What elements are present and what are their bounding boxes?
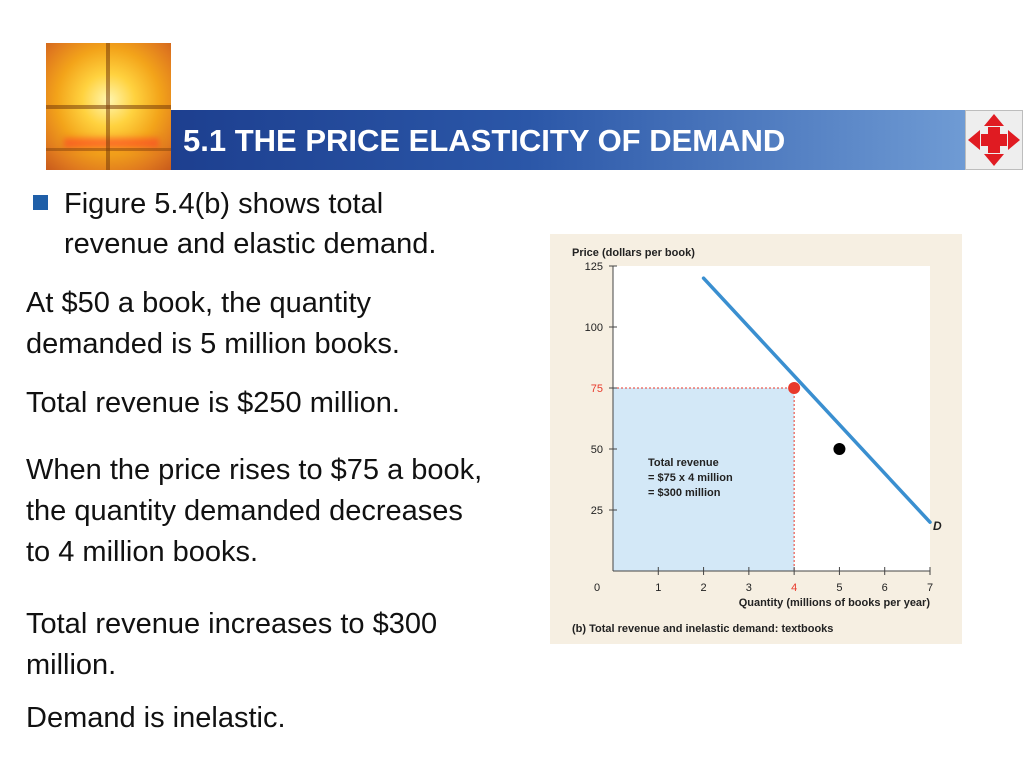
demand-curve — [701, 276, 932, 524]
annotation-line: Total revenue — [648, 457, 719, 469]
x-tick-label: 7 — [927, 582, 933, 594]
x-tick-label: 3 — [746, 582, 752, 594]
x-tick-label: 4 — [791, 582, 797, 594]
paragraph-2: Total revenue is $250 million. — [26, 387, 400, 419]
x-tick-label: 5 — [836, 582, 842, 594]
logo-cross-horizontal — [46, 105, 171, 109]
logo — [46, 43, 171, 170]
y-tick-label: 25 — [591, 505, 603, 517]
demand-chart: 25 50 75 100 125 1 2 3 4 5 6 7 0 Price (dollars per b… — [572, 247, 942, 635]
bullet-square-icon — [33, 195, 48, 210]
paragraph-1: At $50 a book, the quantity demanded is … — [26, 287, 400, 360]
y-tick-label: 125 — [585, 261, 603, 273]
data-point — [833, 443, 846, 455]
y-tick-label: 100 — [585, 322, 603, 334]
data-point — [788, 382, 801, 394]
chart-caption: (b) Total revenue and inelastic demand: … — [572, 623, 833, 635]
annotation-line: = $75 x 4 million — [648, 472, 733, 484]
title-bar: 5.1 THE PRICE ELASTICITY OF DEMAND — [171, 110, 965, 170]
origin-label: 0 — [594, 582, 600, 594]
chart-panel: 25 50 75 100 125 1 2 3 4 5 6 7 0 Price (dollars per b… — [550, 234, 962, 644]
y-tick-label: 75 — [591, 383, 603, 395]
y-axis-label: Price (dollars per book) — [572, 247, 695, 259]
x-axis-label: Quantity (millions of books per year) — [739, 597, 931, 609]
x-tick-label: 2 — [701, 582, 707, 594]
four-arrows-navigation-icon[interactable] — [965, 110, 1023, 170]
page-title: 5.1 THE PRICE ELASTICITY OF DEMAND — [183, 123, 786, 158]
total-revenue-area — [613, 388, 795, 571]
x-tick-label: 6 — [882, 582, 888, 594]
demand-curve-label: D — [933, 519, 942, 533]
paragraph-4: Total revenue increases to $300 million. — [26, 608, 438, 681]
bullet-text: Figure 5.4(b) shows total revenue and el… — [64, 188, 437, 260]
y-tick-label: 50 — [591, 444, 603, 456]
annotation-line: = $300 million — [648, 487, 721, 499]
logo-glow — [64, 138, 159, 148]
paragraph-3: When the price rises to $75 a book, the … — [26, 454, 483, 568]
paragraph-5: Demand is inelastic. — [26, 702, 286, 734]
logo-line — [46, 148, 171, 151]
x-tick-label: 1 — [655, 582, 661, 594]
